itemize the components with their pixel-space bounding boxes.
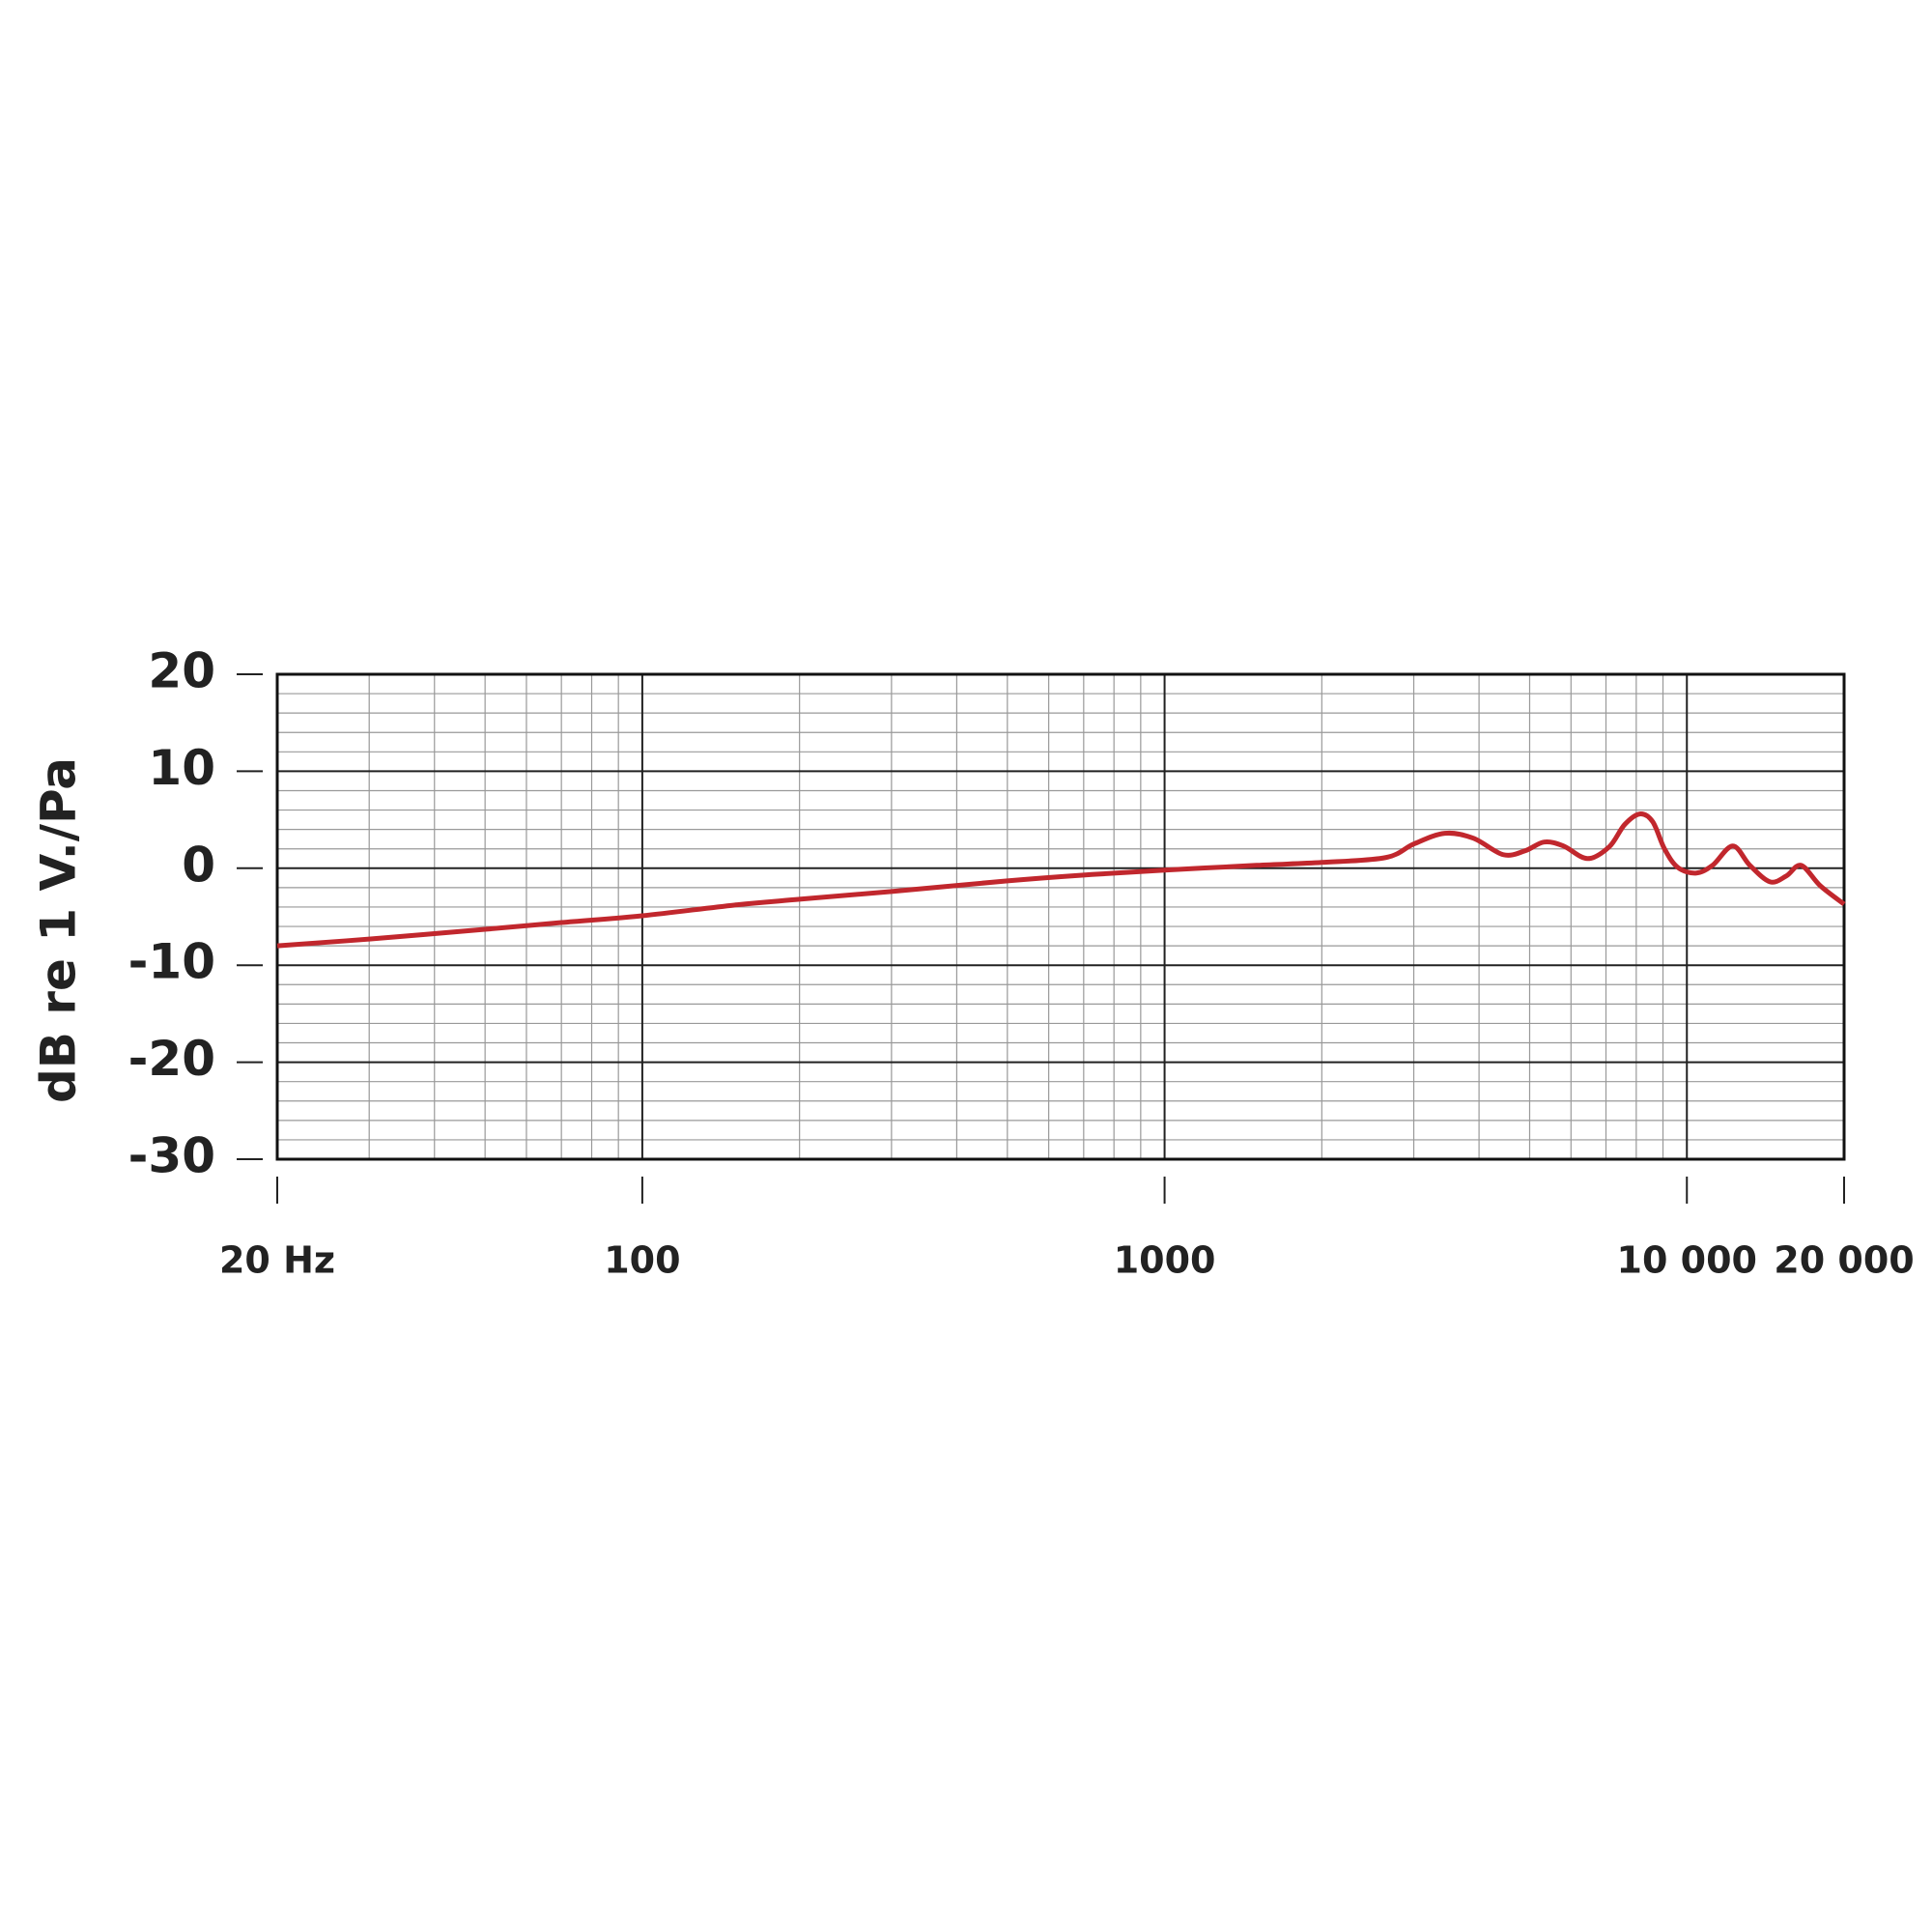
y-axis-label: dB re 1 V./Pa xyxy=(31,757,87,1103)
x-tick-label: 100 xyxy=(604,1239,680,1282)
x-tick-label: 20 Hz xyxy=(219,1239,335,1282)
y-tick-label: 20 xyxy=(148,643,215,699)
x-tick-label: 10 000 xyxy=(1617,1239,1757,1282)
y-tick-label: -10 xyxy=(128,934,215,990)
y-tick-label: -20 xyxy=(128,1031,215,1087)
x-tick-label: 20 000 xyxy=(1774,1239,1914,1282)
plot-frame xyxy=(275,672,1846,1161)
response-line xyxy=(276,811,1846,949)
y-tick-label: 10 xyxy=(148,740,215,796)
y-tick-label: -30 xyxy=(128,1128,215,1184)
x-tick-label: 1000 xyxy=(1114,1239,1216,1282)
y-tick-label: 0 xyxy=(182,837,215,893)
